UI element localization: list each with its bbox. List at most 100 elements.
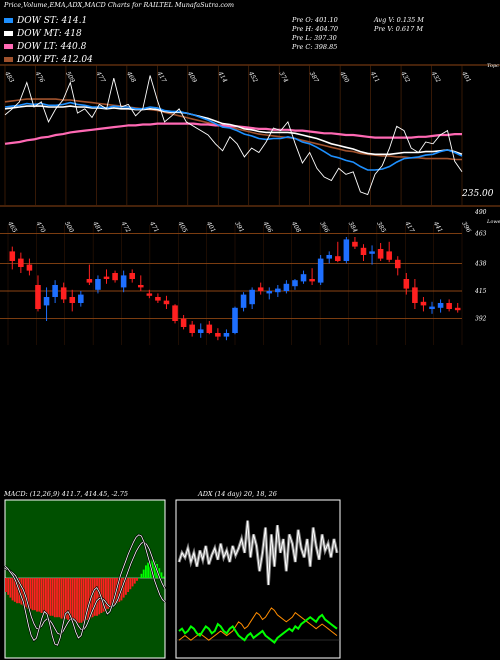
- panel1-tick-label: 483: [3, 70, 15, 84]
- panel2-tick-label: 441: [431, 220, 443, 234]
- candle-body: [326, 255, 333, 259]
- macd-histogram-bar: [125, 578, 127, 595]
- candle-body: [95, 279, 101, 290]
- macd-histogram-bar: [80, 578, 83, 623]
- panel2-tick-label: 401: [204, 220, 216, 234]
- candle-body: [249, 289, 255, 305]
- macd-histogram-bar: [51, 578, 54, 616]
- candle-body: [317, 258, 324, 283]
- candle-body: [163, 300, 170, 305]
- macd-histogram-bar: [158, 568, 161, 578]
- series-line-dow-mt: [4, 105, 463, 156]
- macd-histogram-bar: [65, 578, 67, 619]
- adx-line: [178, 520, 338, 586]
- candle-body: [275, 288, 281, 293]
- legend-label: DOW ST: 414.1: [17, 16, 88, 26]
- panel2-tick-label: 405: [176, 220, 188, 234]
- macd-histogram-bar: [16, 578, 18, 604]
- candle-body: [454, 307, 461, 311]
- candle-body: [206, 324, 213, 333]
- candle-body: [420, 301, 427, 306]
- macd-label: MACD: (12,26,9) 411.7, 414.45, -2.75: [4, 490, 129, 498]
- macd-histogram-bar: [93, 578, 96, 616]
- macd-histogram-bar: [25, 578, 27, 608]
- macd-histogram-bar: [122, 578, 125, 598]
- panel1-tick-label: 374: [277, 71, 289, 85]
- panel1-tick-label: 387: [308, 71, 320, 85]
- macd-histogram-bar: [91, 578, 94, 618]
- candle-body: [172, 305, 178, 321]
- macd-histogram-bar: [45, 578, 47, 615]
- candle-body: [197, 329, 204, 333]
- macd-histogram-bar: [67, 578, 70, 620]
- macd-histogram-bar: [145, 565, 147, 578]
- candle-body: [232, 307, 238, 333]
- candle-body: [369, 251, 375, 254]
- panel1-right-value: 490: [474, 209, 487, 216]
- legend-dow-mt: DOW MT: 418: [4, 29, 82, 39]
- macd-histogram-bar: [11, 578, 14, 601]
- macd-histogram-bar: [58, 578, 61, 618]
- macd-histogram-bar: [78, 578, 81, 623]
- panel2-level-label: 463: [474, 230, 487, 237]
- candle-body: [292, 280, 298, 287]
- panel1-tick-label: 417: [155, 70, 167, 84]
- panel2-tick-label: 384: [347, 221, 359, 235]
- candle-body: [343, 239, 350, 261]
- candle-body: [86, 279, 93, 283]
- panel2-tick-label: 471: [148, 220, 160, 234]
- panel1-tick-label: 401: [460, 70, 472, 84]
- panel1-tick-label: 414: [216, 70, 228, 84]
- panel1-tick-label: 509: [64, 71, 76, 85]
- macd-histogram-bar: [7, 578, 10, 595]
- macd-histogram-bar: [33, 578, 36, 611]
- panel2-level-label: 415: [474, 288, 487, 295]
- candle-body: [69, 297, 76, 303]
- macd-signal-line: [4, 541, 166, 635]
- panel2-tick-label: 465: [6, 220, 18, 234]
- macd-histogram-bar: [13, 578, 16, 602]
- panel1-tick-label: 432: [399, 70, 411, 84]
- ohlc-close: Pre C: 398.85: [292, 43, 338, 51]
- ohlc-open: Pre O: 401.10: [292, 16, 338, 24]
- macd-histogram-bar: [5, 578, 7, 592]
- candle-body: [335, 256, 341, 261]
- panel1-tick-label: 476: [33, 70, 45, 84]
- legend-swatch-icon: [4, 57, 13, 62]
- panel2-tick-label: 408: [290, 220, 302, 234]
- macd-histogram-bar: [138, 578, 141, 579]
- macd-histogram-bar: [153, 561, 156, 578]
- candle-body: [129, 273, 135, 279]
- candle-body: [43, 297, 50, 306]
- legend-swatch-icon: [4, 18, 13, 23]
- candle-body: [266, 291, 273, 294]
- macd-line: [4, 534, 166, 646]
- macd-histogram-bar: [20, 578, 23, 605]
- macd-histogram-bar: [49, 578, 52, 616]
- panel1-tick-label: 477: [94, 70, 106, 84]
- legend-swatch-icon: [4, 31, 13, 36]
- macd-histogram-bar: [142, 569, 145, 578]
- macd-histogram-bar: [73, 578, 76, 622]
- legend-swatch-icon: [4, 44, 13, 49]
- macd-histogram-bar: [36, 578, 38, 612]
- macd-histogram-bar: [71, 578, 74, 622]
- panel2-tick-label: 472: [119, 220, 131, 234]
- candle-body: [300, 274, 307, 282]
- macd-histogram-bar: [87, 578, 90, 620]
- macd-histogram-bar: [133, 578, 136, 584]
- candle-body: [215, 333, 221, 337]
- legend-dow-st: DOW ST: 414.1: [4, 16, 87, 26]
- panel2-right-marker: Lowes: [486, 219, 500, 225]
- legend-dow-pt: DOW PT: 412.04: [4, 55, 93, 65]
- candle-body: [403, 279, 410, 289]
- macd-histogram-bar: [102, 578, 105, 612]
- macd-histogram-bar: [113, 578, 116, 605]
- candle-body: [26, 264, 33, 271]
- legend-label: DOW LT: 440.8: [17, 42, 87, 52]
- macd-histogram-bar: [62, 578, 65, 619]
- candle-body: [78, 294, 84, 303]
- candle-body: [137, 285, 144, 288]
- macd-histogram-bar: [149, 561, 152, 578]
- candle-body: [52, 285, 58, 297]
